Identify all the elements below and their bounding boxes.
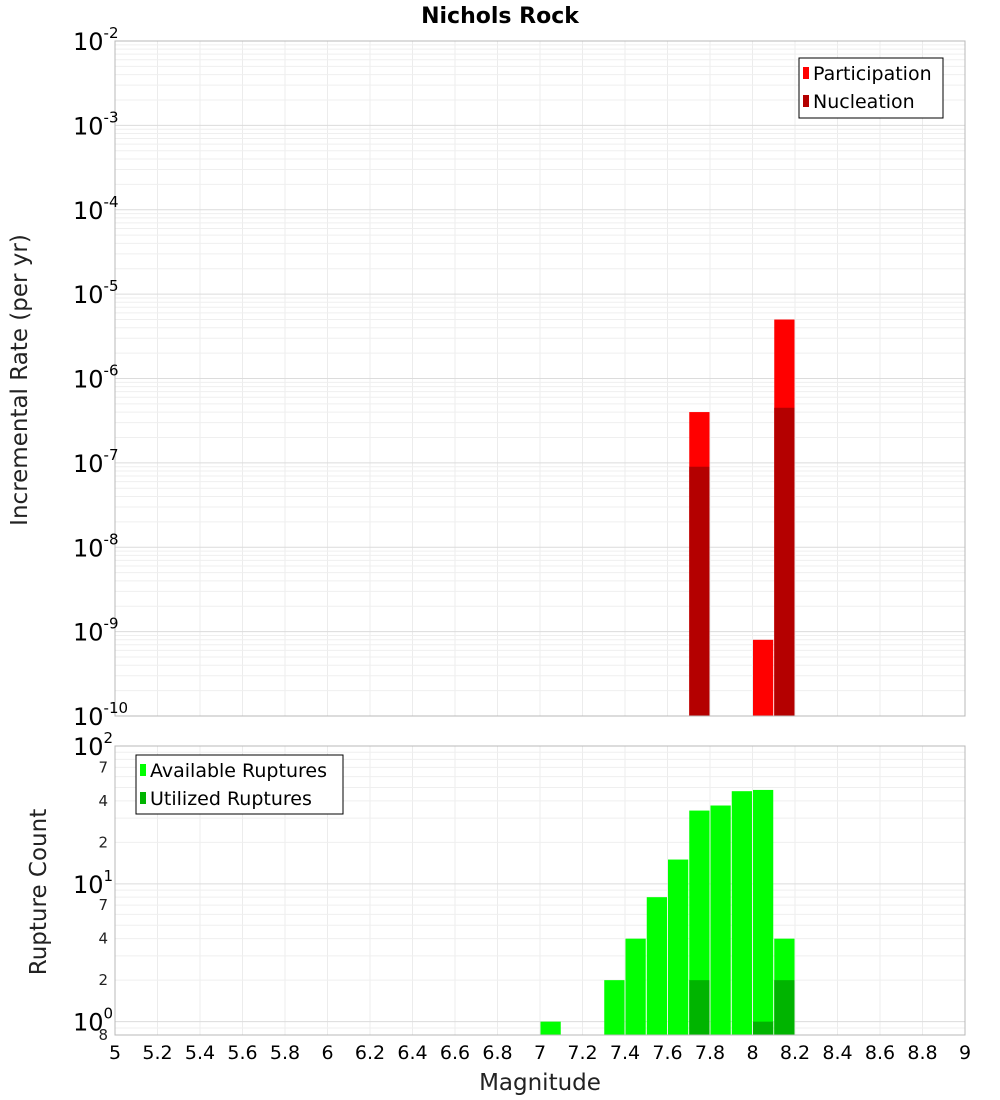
rate-panel: 10-2 10-3 10-4 10-5 10-6 10-7 10-8 10-9 10-10 In…: [7, 24, 966, 731]
count-y-major-tick-label: 101: [73, 867, 113, 899]
count-legend-box: [135, 754, 344, 815]
rate-y-tick-label: 10-6: [73, 362, 119, 394]
x-tick-label: 8.2: [780, 1042, 810, 1064]
x-tick-label: 5.4: [185, 1042, 215, 1064]
count-y-major-tick-label: 102: [73, 729, 113, 761]
count-available-ruptures-bar: [668, 859, 689, 1035]
count-y-minor-tick-label: 7: [98, 758, 108, 776]
x-tick-label: 6.2: [355, 1042, 385, 1064]
x-tick-label: 5: [109, 1042, 121, 1064]
x-tick-labels: 5 5.2 5.4 5.6 5.8 6 6.2 6.4 6.6 6.8 7 7.2 7.4 7.6 7.8 8…: [109, 1042, 971, 1064]
count-available-ruptures-bar: [625, 938, 646, 1035]
rate-legend-box: [798, 57, 944, 119]
rate-legend: Participation Nucleation: [798, 57, 944, 119]
count-y-minor-tick-label: 2: [98, 971, 108, 989]
legend-available-label: Available Ruptures: [150, 760, 327, 782]
count-available-ruptures-bar: [646, 897, 667, 1035]
count-legend: Available Ruptures Utilized Ruptures: [135, 754, 344, 815]
legend-available-swatch: [140, 764, 146, 776]
legend-utilized-label: Utilized Ruptures: [150, 788, 312, 810]
x-tick-label: 8: [746, 1042, 758, 1064]
x-tick-label: 7.2: [567, 1042, 597, 1064]
x-tick-label: 8.6: [865, 1042, 895, 1064]
x-tick-label: 6.6: [440, 1042, 470, 1064]
x-tick-label: 7: [534, 1042, 546, 1064]
x-tick-label: 5.6: [227, 1042, 257, 1064]
count-y-minor-tick-label: 4: [98, 792, 108, 810]
legend-participation-label: Participation: [813, 63, 932, 85]
count-available-ruptures-bar: [689, 810, 710, 1035]
rate-y-tick-label: 10-5: [73, 277, 119, 309]
count-bars: [540, 789, 795, 1035]
count-panel: 102 101 100 7 4 2 7 4 2 8 5 5.2 5.4 5.6 5.8 6 6.2 6.4 6.6…: [26, 729, 971, 1096]
count-available-ruptures-bar: [753, 789, 774, 1035]
rate-y-tick-label: 10-8: [73, 530, 119, 562]
rate-y-tick-labels: 10-2 10-3 10-4 10-5 10-6 10-7 10-8 10-9 10-10: [73, 24, 128, 731]
x-tick-label: 9: [959, 1042, 971, 1064]
count-y-minor-tick-label: 7: [98, 896, 108, 914]
rate-y-tick-label: 10-10: [73, 699, 128, 731]
rate-nucleation-bar: [689, 466, 710, 716]
x-tick-label: 8.8: [907, 1042, 937, 1064]
count-y-major-tick-label: 100: [73, 1005, 113, 1037]
count-gridlines: [114, 745, 966, 1036]
chart-title: Nichols Rock: [421, 4, 580, 29]
x-tick-label: 7.8: [695, 1042, 725, 1064]
count-utilized-ruptures-bar: [774, 980, 795, 1035]
rate-nucleation-bar: [774, 407, 795, 716]
legend-participation-swatch: [803, 67, 809, 79]
x-tick-label: 6.8: [482, 1042, 512, 1064]
count-utilized-ruptures-bar: [689, 980, 710, 1035]
rate-y-axis-label: Incremental Rate (per yr): [7, 234, 33, 526]
legend-nucleation-label: Nucleation: [813, 91, 915, 113]
count-available-ruptures-bar: [731, 791, 752, 1035]
rate-y-tick-label: 10-3: [73, 108, 119, 140]
x-tick-label: 5.8: [270, 1042, 300, 1064]
count-plot-border: [114, 745, 966, 1036]
rate-bars: [689, 319, 795, 716]
rate-gridlines: [114, 41, 966, 717]
count-available-ruptures-bar: [540, 1021, 561, 1035]
rate-y-tick-label: 10-9: [73, 615, 119, 647]
rate-y-tick-label: 10-4: [73, 193, 119, 225]
count-available-ruptures-bar: [604, 980, 625, 1035]
x-tick-label: 7.4: [610, 1042, 640, 1064]
count-utilized-ruptures-bar: [753, 1021, 774, 1035]
x-tick-label: 7.6: [652, 1042, 682, 1064]
legend-nucleation-swatch: [803, 95, 809, 107]
x-tick-label: 6: [321, 1042, 333, 1064]
x-tick-label: 5.2: [142, 1042, 172, 1064]
x-tick-label: 6.4: [397, 1042, 427, 1064]
x-axis-label: Magnitude: [479, 1070, 601, 1096]
rate-y-tick-label: 10-7: [73, 446, 119, 478]
count-available-ruptures-bar: [710, 805, 731, 1035]
count-y-minor-tick-label: 4: [98, 930, 108, 948]
rate-participation-bar: [753, 639, 774, 716]
rate-y-tick-label: 10-2: [73, 24, 119, 56]
count-y-minor-tick-label: 8: [98, 1026, 108, 1044]
x-tick-label: 8.4: [822, 1042, 852, 1064]
count-y-minor-tick-label: 2: [98, 833, 108, 851]
legend-utilized-swatch: [140, 792, 146, 804]
rate-plot-border: [114, 40, 966, 717]
count-y-tick-labels: 102 101 100 7 4 2 7 4 2 8: [73, 729, 113, 1044]
count-y-axis-label: Rupture Count: [26, 809, 52, 975]
